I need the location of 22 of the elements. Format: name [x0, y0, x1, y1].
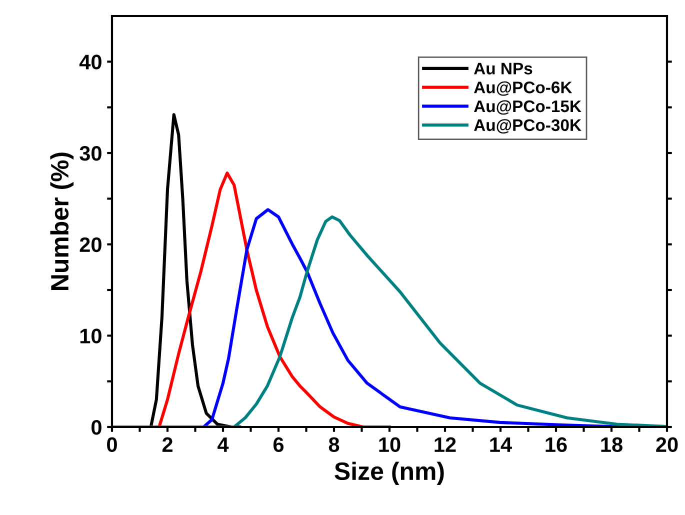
x-tick-label: 8 — [328, 437, 340, 452]
y-tick-label: 20 — [80, 237, 102, 252]
legend-label: Au@PCo-6K — [474, 81, 572, 96]
x-tick-label: 10 — [379, 437, 400, 452]
y-tick-label: 10 — [80, 328, 102, 344]
x-tick-label: 6 — [273, 437, 284, 452]
x-tick-label: 18 — [601, 437, 622, 452]
legend-label: Au@PCo-30K — [474, 119, 582, 134]
x-axis-title: Size (nm) — [334, 462, 444, 486]
x-tick-label: 4 — [218, 437, 229, 452]
x-tick-label: 14 — [490, 437, 512, 452]
x-tick-label: 16 — [546, 437, 567, 452]
y-tick-label: 40 — [79, 54, 102, 70]
x-tick-label: 2 — [162, 437, 172, 452]
y-tick-label: 0 — [92, 420, 102, 435]
legend-label: Au NPs — [474, 62, 532, 74]
x-tick-label: 12 — [434, 437, 456, 452]
x-tick-label: 20 — [656, 437, 678, 452]
legend-label: Au@PCo-15K — [474, 100, 582, 115]
y-tick-label: 30 — [80, 146, 102, 161]
y-axis-title: Number (%) — [50, 152, 74, 290]
x-tick-label: 0 — [107, 437, 117, 452]
